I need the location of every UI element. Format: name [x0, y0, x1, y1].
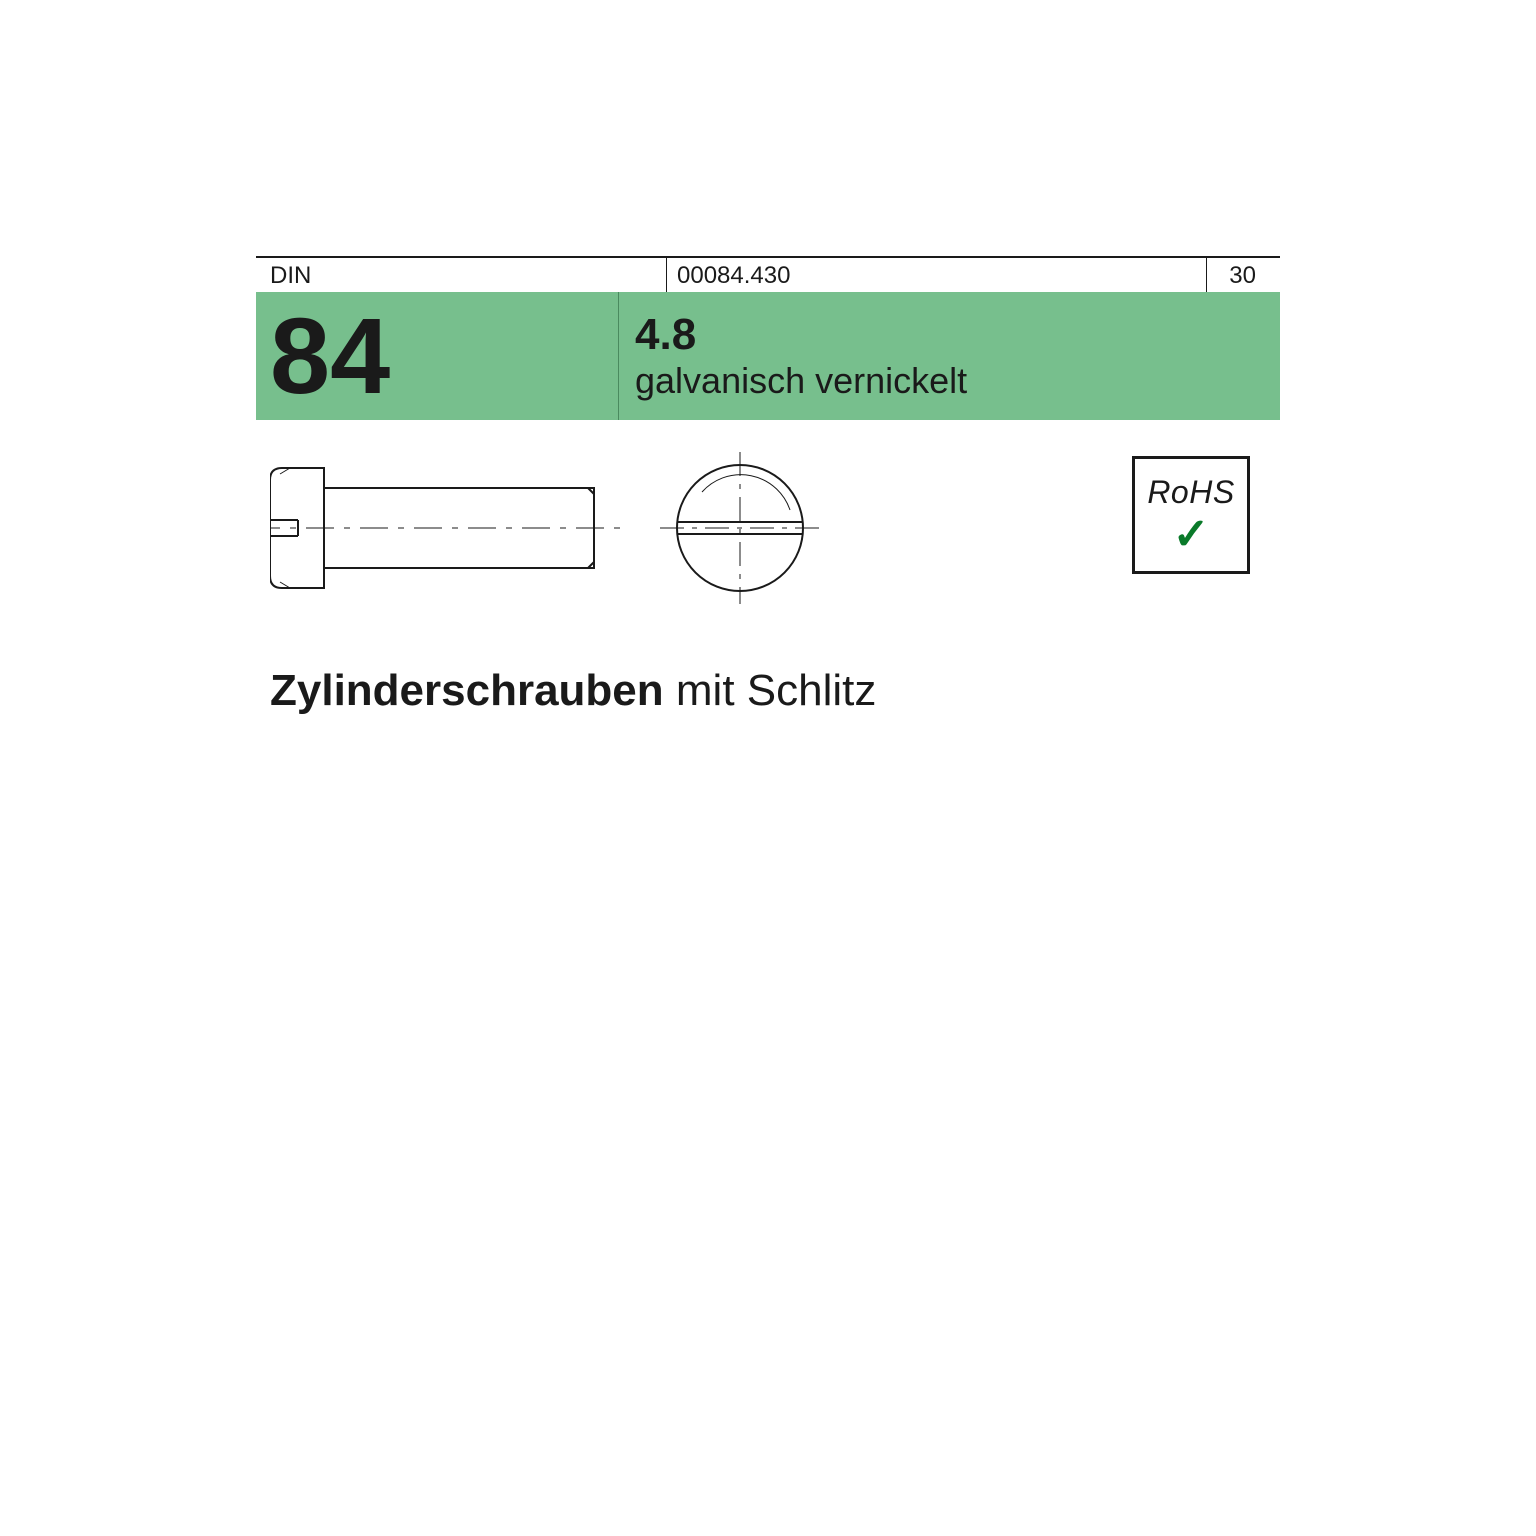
- header-page-number: 30: [1206, 258, 1280, 292]
- header-product-code: 00084.430: [666, 258, 1206, 292]
- property-class: 4.8: [635, 313, 1280, 357]
- rohs-badge: RoHS ✓: [1132, 456, 1250, 574]
- title-row: Zylinderschrauben mit Schlitz: [256, 660, 1280, 716]
- green-band: 84 4.8 galvanisch vernickelt: [256, 292, 1280, 420]
- din-number: 84: [270, 302, 390, 410]
- product-title: Zylinderschrauben mit Schlitz: [270, 666, 876, 715]
- rohs-check-icon: ✓: [1173, 513, 1210, 557]
- finish-text: galvanisch vernickelt: [635, 363, 1280, 399]
- header-standard-label: DIN: [256, 258, 666, 292]
- page-container: DIN 00084.430 30 84 4.8 galvanisch verni…: [0, 0, 1536, 1536]
- header-row: DIN 00084.430 30: [256, 256, 1280, 292]
- rohs-label: RoHS: [1147, 474, 1234, 511]
- screw-diagram-icon: [270, 450, 830, 610]
- title-bold: Zylinderschrauben: [270, 666, 664, 715]
- spec-card: DIN 00084.430 30 84 4.8 galvanisch verni…: [256, 256, 1280, 1280]
- din-number-cell: 84: [256, 292, 618, 420]
- spec-cell: 4.8 galvanisch vernickelt: [618, 292, 1280, 420]
- title-rest: mit Schlitz: [664, 666, 877, 715]
- diagram-row: RoHS ✓: [256, 420, 1280, 660]
